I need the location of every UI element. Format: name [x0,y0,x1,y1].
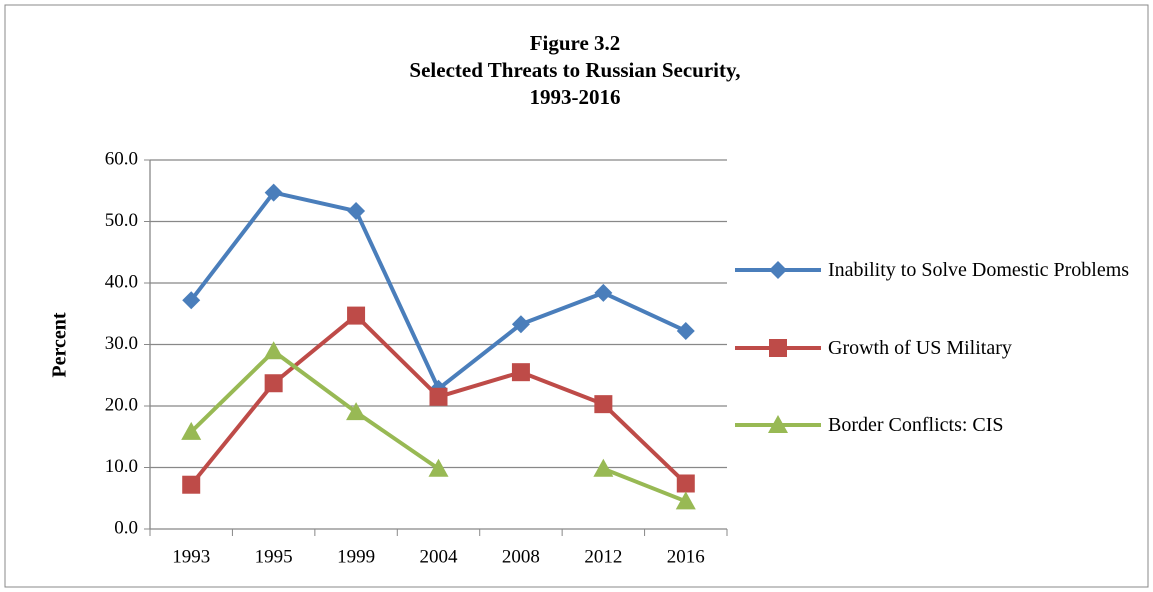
data-point [511,363,530,382]
data-point [594,395,613,414]
data-point [347,306,366,325]
chart-title: 1993-2016 [530,85,621,109]
data-point [263,341,284,360]
data-point [264,183,283,202]
data-point [264,374,283,393]
data-point [593,458,614,477]
data-point [347,202,366,221]
legend-marker [768,415,788,433]
chart-title: Selected Threats to Russian Security, [409,58,740,82]
data-point [429,387,448,406]
legend-label: Border Conflicts: CIS [828,414,1004,436]
legend-marker [769,339,787,357]
x-tick-label: 2012 [584,546,622,567]
y-tick-label: 10.0 [105,456,138,477]
y-tick-label: 60.0 [105,148,138,169]
data-point [676,321,695,340]
legend-marker [769,261,787,279]
y-axis-label: Percent [49,312,71,377]
data-point [511,315,530,334]
series-line [189,349,440,471]
data-point [675,491,696,510]
y-tick-label: 20.0 [105,394,138,415]
data-point [676,474,695,493]
data-point [182,475,201,494]
x-tick-label: 1999 [337,546,375,567]
y-tick-label: 50.0 [105,210,138,231]
data-point [182,291,201,310]
x-tick-label: 2008 [502,546,540,567]
legend-label: Growth of US Military [828,337,1012,359]
data-point [428,458,449,477]
data-point [346,402,367,421]
data-point [594,283,613,302]
y-tick-label: 40.0 [105,271,138,292]
x-tick-label: 1993 [172,546,210,567]
series-line [602,466,687,504]
data-point [181,421,202,440]
x-tick-label: 2004 [420,546,459,567]
x-tick-label: 2016 [667,546,705,567]
chart-title: Figure 3.2 [530,31,621,55]
legend-label: Inability to Solve Domestic Problems [828,259,1130,281]
y-tick-label: 0.0 [114,517,138,538]
y-tick-label: 30.0 [105,333,138,354]
x-tick-label: 1995 [255,546,293,567]
